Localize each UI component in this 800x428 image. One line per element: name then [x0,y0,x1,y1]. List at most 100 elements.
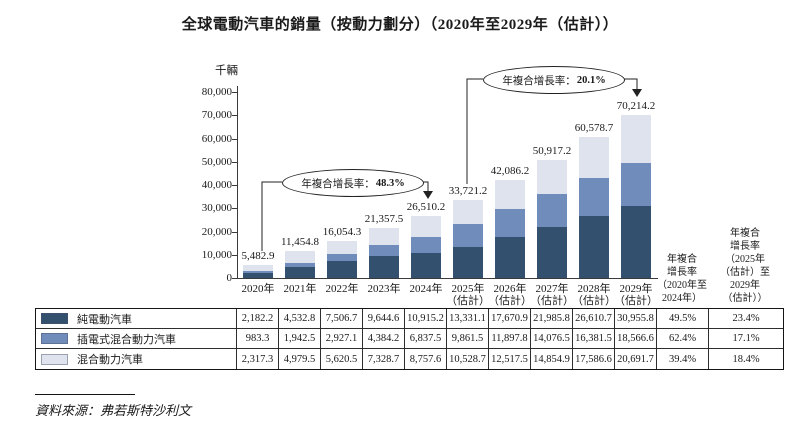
bar-segment-1 [495,236,525,278]
bar-segment-3 [411,216,441,237]
x-axis-label: 2022年 [325,283,359,295]
x-axis-label: 2025年 （估計） [446,283,490,307]
legend-swatch [41,313,68,324]
bar-segment-2 [495,209,525,237]
bar-segment-1 [243,272,273,278]
y-tick-label: 60,000 [201,132,232,145]
series-name: 插電式混合動力汽車 [77,333,176,346]
y-tick-label: 0 [226,272,233,284]
chart-title: 全球電動汽車的銷量（按動力劃分）（2020年至2029年（估計）） [181,17,619,33]
table-value-cell: 2,182.2 [237,309,279,329]
y-axis-unit-label: 千輛 [215,65,238,77]
y-tick-label: 20,000 [201,225,232,238]
series-label-cell: 純電動汽車 [36,309,237,329]
y-tick-mark [232,115,237,117]
table-value-cell: 14,076.5 [531,329,573,349]
cagr-header-2020-2024: 年複合 增長率 （2020年至 2024年） [657,254,707,304]
bar-total-label: 16,054.3 [322,225,362,238]
table-value-cell: 6,837.5 [405,329,447,349]
cagr-annotation-value: 20.1% [576,74,606,86]
cagr-header-2025-2029: 年複合 增長率 （2025年 （估計）至 2029年 （估計）） [720,228,770,304]
cagr1-arrowhead [423,191,433,199]
x-axis-label: 2024年 [409,283,443,295]
table-value-cell: 9,861.5 [447,329,489,349]
y-tick-mark [232,185,237,186]
y-tick-label: 40,000 [201,179,232,191]
cagr2-right-connector-line [623,78,638,89]
bar-total-label: 60,578.7 [574,122,614,135]
table-value-cell: 4,532.8 [279,309,321,329]
bar-total-label: 11,454.8 [280,236,320,249]
bar-segment-3 [453,199,483,225]
bar-segment-2 [411,236,441,253]
x-axis-line [237,278,658,279]
table-value-cell: 4,384.2 [363,329,405,349]
table-value-cell: 983.3 [237,329,279,349]
bar-segment-2 [369,245,399,256]
x-axis-label: 2021年 [283,283,317,295]
table-value-cell: 1,942.5 [279,329,321,349]
bar-segment-3 [621,114,651,163]
source-divider [35,394,135,395]
bar-segment-2 [327,253,357,261]
y-axis-line [237,86,238,278]
x-axis-label: 2028年 （估計） [572,283,616,307]
table-value-cell: 2,927.1 [321,329,363,349]
table-value-cell: 10,915.2 [405,309,447,329]
y-tick-label: 80,000 [201,86,232,98]
bar-segment-1 [369,255,399,278]
table-value-cell: 20,691.7 [615,349,657,369]
cagr-annotation-label: 年複合增長率： [301,178,375,190]
bar-segment-1 [453,247,483,278]
table-value-cell: 30,955.8 [615,309,657,329]
cagr-annotation-value: 48.3% [375,177,405,189]
table-value-cell: 8,757.6 [405,349,447,369]
y-tick-mark [232,278,237,279]
bar-segment-2 [579,178,609,217]
series-name: 純電動汽車 [77,313,132,326]
bar-total-label: 70,214.2 [616,99,656,112]
table-value-cell: 14,854.9 [531,349,573,369]
x-axis-label: 2026年 （估計） [488,283,532,307]
cagr-annotation-label: 年複合增長率： [502,75,576,87]
table-value-cell: 12,517.5 [489,349,531,369]
y-tick-mark [232,92,237,93]
y-tick-mark [232,208,237,210]
y-tick-mark [232,254,237,256]
table-value-cell: 5,620.5 [321,349,363,369]
series-label-cell: 插電式混合動力汽車 [36,329,237,349]
table-value-cell: 17,586.6 [573,349,615,369]
bar-segment-3 [537,159,567,195]
bar-segment-1 [327,260,357,278]
table-value-cell: 7,506.7 [321,309,363,329]
bar-segment-3 [495,180,525,210]
y-tick-mark [232,231,237,233]
bar-segment-2 [621,162,651,207]
bar-segment-3 [285,251,315,263]
table-value-cell: 11,897.8 [489,329,531,349]
bar-segment-3 [243,265,273,271]
cagr-value-cell: 23.4% [709,309,783,329]
table-value-cell: 9,644.6 [363,309,405,329]
bar-segment-2 [537,194,567,227]
y-tick-label: 70,000 [201,109,232,122]
series-label-cell: 混合動力汽車 [36,349,237,369]
x-axis-label: 2023年 [367,283,401,295]
table-value-cell: 26,610.7 [573,309,615,329]
source-text: 資料來源：弗若斯特沙利文 [35,403,192,418]
cagr-value-cell: 49.5% [657,309,709,329]
x-axis-label: 2029年 （估計） [614,283,658,307]
y-tick-mark [232,161,237,163]
bar-segment-3 [327,240,357,254]
y-tick-label: 50,000 [201,155,232,168]
cagr-annotation-2020-2024: 年複合增長率： 48.3% [282,169,424,197]
bar-segment-2 [285,262,315,268]
legend-swatch [41,353,68,365]
cagr-value-cell: 62.4% [657,329,709,349]
cagr-value-cell: 17.1% [709,329,783,349]
table-value-cell: 21,985.8 [531,309,573,329]
y-tick-label: 30,000 [201,202,232,215]
bar-total-label: 42,086.2 [490,165,530,178]
table-value-cell: 4,979.5 [279,349,321,369]
bar-total-label: 21,357.5 [364,213,404,226]
